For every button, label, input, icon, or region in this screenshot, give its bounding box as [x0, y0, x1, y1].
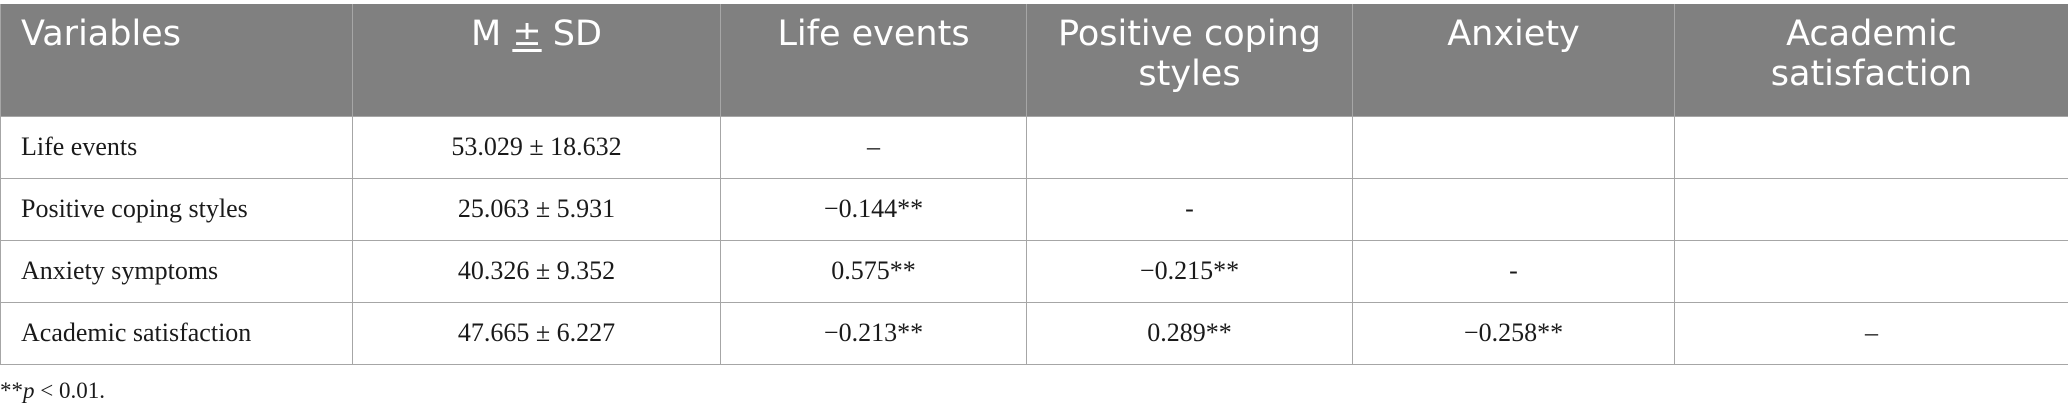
header-plusminus: ± — [512, 14, 542, 54]
correlation-cell — [1674, 177, 2068, 241]
footnote-p-symbol: p — [23, 378, 35, 403]
row-label: Positive coping styles — [0, 177, 353, 241]
header-row: Variables M ± SD Life events Positive co… — [0, 4, 2068, 116]
correlation-cell — [1026, 115, 1353, 179]
correlation-cell: 0.575** — [720, 239, 1027, 303]
row-label: Academic satisfaction — [0, 301, 353, 365]
correlation-cell: - — [1026, 177, 1353, 241]
correlation-cell: −0.144** — [720, 177, 1027, 241]
header-positive-coping-styles: Positive coping styles — [1026, 4, 1353, 116]
correlation-cell: 0.289** — [1026, 301, 1353, 365]
table-footnote: **p < 0.01. — [0, 378, 105, 404]
correlation-table: Variables M ± SD Life events Positive co… — [0, 4, 2068, 365]
correlation-cell: −0.215** — [1026, 239, 1353, 303]
header-variables: Variables — [0, 4, 353, 116]
correlation-cell: −0.213** — [720, 301, 1027, 365]
footnote-threshold: < 0.01. — [34, 378, 105, 403]
mean-sd-cell: 25.063 ± 5.931 — [352, 177, 721, 241]
table-row: Life events 53.029 ± 18.632 – — [0, 115, 2068, 179]
header-sd-label: SD — [541, 14, 602, 54]
header-mean-sd: M ± SD — [352, 4, 721, 116]
correlation-cell: – — [1674, 301, 2068, 365]
header-life-events: Life events — [720, 4, 1027, 116]
table-row: Positive coping styles 25.063 ± 5.931 −0… — [0, 177, 2068, 241]
table-header: Variables M ± SD Life events Positive co… — [0, 4, 2068, 116]
correlation-table-container: Variables M ± SD Life events Positive co… — [0, 4, 2068, 365]
correlation-cell — [1352, 177, 1675, 241]
table-body: Life events 53.029 ± 18.632 – Positive c… — [0, 115, 2068, 365]
mean-sd-cell: 47.665 ± 6.227 — [352, 301, 721, 365]
mean-sd-cell: 40.326 ± 9.352 — [352, 239, 721, 303]
header-academic-satisfaction: Academic satisfaction — [1674, 4, 2068, 116]
correlation-cell: – — [720, 115, 1027, 179]
row-label: Life events — [0, 115, 353, 179]
correlation-cell: −0.258** — [1352, 301, 1675, 365]
correlation-cell — [1674, 115, 2068, 179]
correlation-cell: - — [1352, 239, 1675, 303]
table-row: Academic satisfaction 47.665 ± 6.227 −0.… — [0, 301, 2068, 365]
correlation-cell — [1674, 239, 2068, 303]
table-row: Anxiety symptoms 40.326 ± 9.352 0.575** … — [0, 239, 2068, 303]
row-label: Anxiety symptoms — [0, 239, 353, 303]
correlation-cell — [1352, 115, 1675, 179]
header-anxiety: Anxiety — [1352, 4, 1675, 116]
footnote-stars: ** — [0, 378, 23, 403]
mean-sd-cell: 53.029 ± 18.632 — [352, 115, 721, 179]
header-mean-label: M — [471, 14, 513, 54]
